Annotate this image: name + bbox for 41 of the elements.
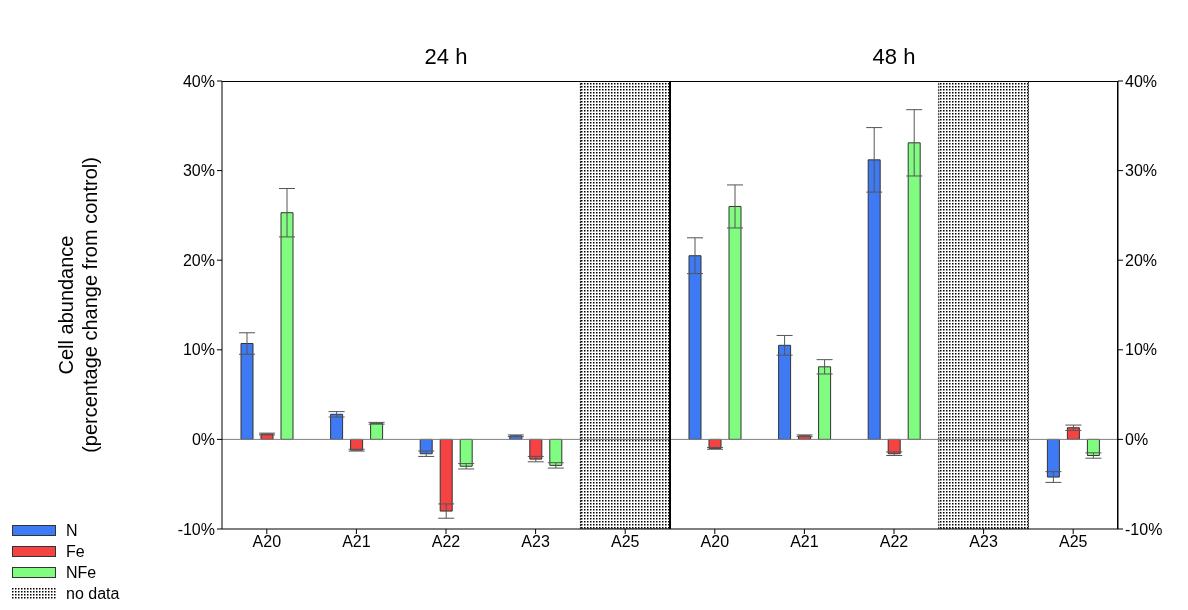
bar bbox=[240, 343, 254, 440]
y-tick-label: 40% bbox=[1125, 72, 1158, 90]
legend-label: NFe bbox=[66, 563, 97, 582]
bar bbox=[867, 159, 881, 440]
x-tick-label: A25 bbox=[610, 533, 640, 551]
bar bbox=[907, 142, 921, 440]
y-axis-title: Cell abundance (percentage change from control) bbox=[55, 157, 101, 453]
y-tick-label: -10% bbox=[177, 520, 215, 538]
bar bbox=[818, 366, 832, 440]
y-tick-label: -10% bbox=[1125, 520, 1163, 538]
y-tick-label: 0% bbox=[1125, 431, 1149, 449]
legend-label: N bbox=[66, 521, 78, 540]
bar bbox=[1046, 438, 1060, 478]
chart-title: 48 h bbox=[871, 44, 917, 70]
x-tick-label: A20 bbox=[252, 533, 282, 551]
y-tick-label: 10% bbox=[1125, 341, 1158, 359]
chart-title: 24 h bbox=[423, 44, 469, 70]
x-tick-label: A21 bbox=[342, 533, 371, 551]
y-tick-label: 20% bbox=[182, 251, 215, 269]
bar bbox=[459, 438, 473, 467]
bar bbox=[688, 255, 702, 440]
x-tick-label: A23 bbox=[969, 533, 998, 551]
y-tick-label: 10% bbox=[182, 341, 215, 359]
x-tick-label: A22 bbox=[879, 533, 909, 551]
y-tick-label: 30% bbox=[1125, 162, 1158, 180]
bar bbox=[280, 212, 294, 440]
x-tick-label: A25 bbox=[1058, 533, 1088, 551]
y-tick-label: 0% bbox=[191, 431, 215, 449]
y-tick-label: 20% bbox=[1125, 251, 1158, 269]
bar bbox=[549, 438, 563, 466]
bar bbox=[728, 205, 742, 440]
y-tick-label: 40% bbox=[182, 72, 215, 90]
x-tick-label: A20 bbox=[700, 533, 730, 551]
x-tick-label: A21 bbox=[790, 533, 819, 551]
bar bbox=[439, 438, 453, 512]
legend-label: Fe bbox=[66, 542, 85, 561]
legend-label: no data bbox=[66, 584, 120, 603]
x-tick-label: A22 bbox=[431, 533, 461, 551]
y-tick-label: 30% bbox=[182, 162, 215, 180]
bar bbox=[778, 344, 792, 440]
x-tick-label: A23 bbox=[521, 533, 550, 551]
